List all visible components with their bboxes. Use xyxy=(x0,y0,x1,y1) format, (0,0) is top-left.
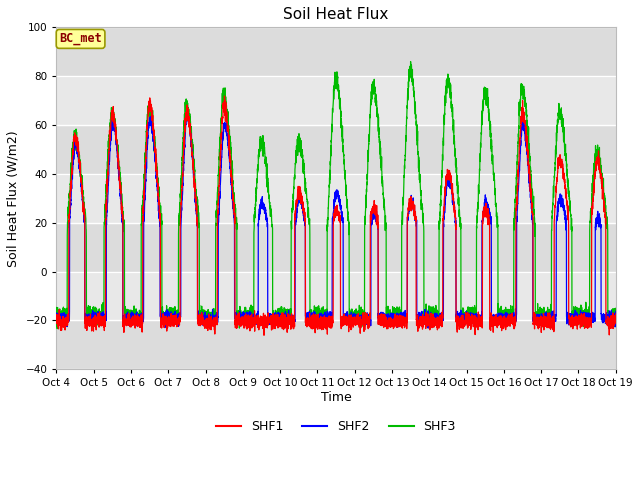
SHF2 xyxy=(424,325,432,331)
SHF1 xyxy=(431,315,438,321)
SHF1 xyxy=(221,93,228,99)
SHF3 xyxy=(462,311,470,316)
SHF1 xyxy=(260,333,268,338)
SHF3 xyxy=(611,322,619,328)
SHF1 xyxy=(612,311,620,317)
Bar xyxy=(56,174,616,223)
SHF3 xyxy=(316,314,323,320)
SHF3 xyxy=(53,326,61,332)
Y-axis label: Soil Heat Flux (W/m2): Soil Heat Flux (W/m2) xyxy=(7,130,20,266)
SHF2 xyxy=(612,309,620,314)
SHF3 xyxy=(493,215,501,220)
SHF2 xyxy=(493,318,501,324)
Line: SHF3: SHF3 xyxy=(56,61,616,329)
SHF2 xyxy=(316,316,323,322)
Text: BC_met: BC_met xyxy=(59,33,102,46)
SHF2 xyxy=(431,316,438,322)
SHF2 xyxy=(52,312,60,317)
SHF1 xyxy=(611,314,619,320)
SHF3 xyxy=(153,165,161,170)
Bar xyxy=(56,76,616,125)
SHF1 xyxy=(52,319,60,325)
SHF1 xyxy=(316,316,323,322)
Bar xyxy=(56,125,616,174)
Line: SHF1: SHF1 xyxy=(56,96,616,336)
SHF1 xyxy=(493,317,501,323)
X-axis label: Time: Time xyxy=(321,391,351,404)
Title: Soil Heat Flux: Soil Heat Flux xyxy=(284,7,388,22)
SHF2 xyxy=(183,111,191,117)
SHF3 xyxy=(407,59,415,64)
SHF3 xyxy=(612,322,620,328)
Bar xyxy=(56,272,616,320)
SHF3 xyxy=(431,315,438,321)
SHF1 xyxy=(153,170,161,176)
Legend: SHF1, SHF2, SHF3: SHF1, SHF2, SHF3 xyxy=(211,415,461,438)
Bar xyxy=(56,27,616,76)
Bar xyxy=(56,320,616,369)
SHF3 xyxy=(52,311,60,316)
SHF2 xyxy=(153,183,161,189)
SHF2 xyxy=(611,324,619,330)
SHF2 xyxy=(462,321,470,326)
SHF1 xyxy=(462,310,470,315)
Line: SHF2: SHF2 xyxy=(56,114,616,328)
Bar xyxy=(56,223,616,272)
